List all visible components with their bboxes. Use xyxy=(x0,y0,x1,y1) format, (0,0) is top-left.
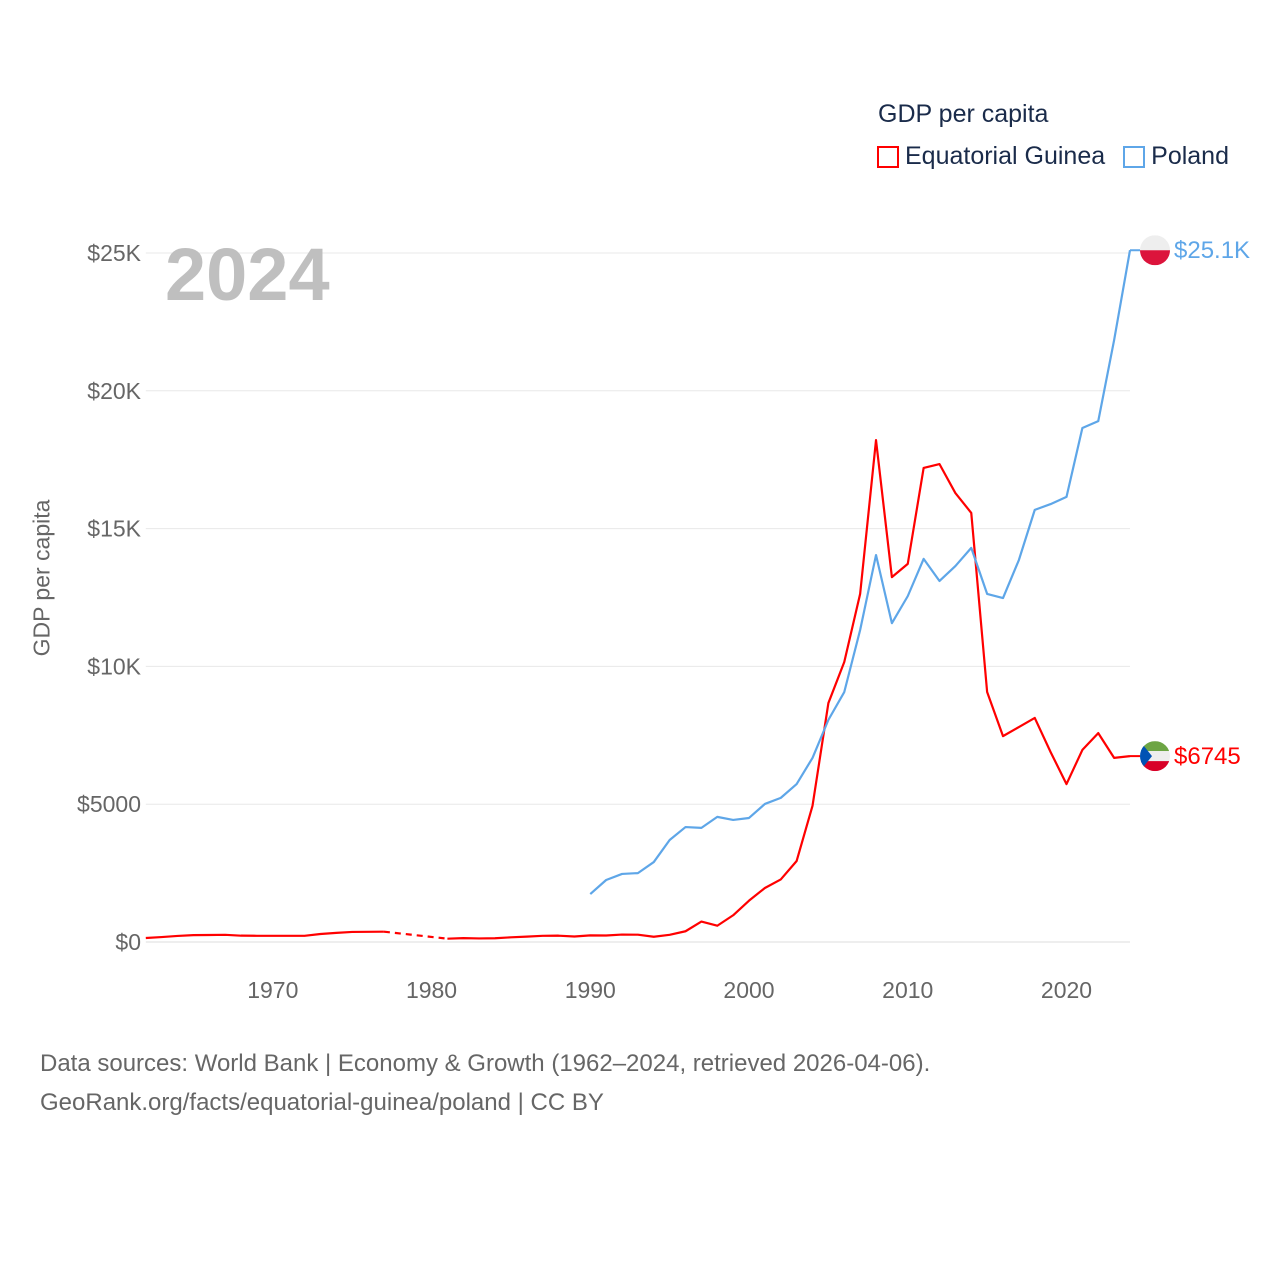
flag xyxy=(1140,741,1170,772)
flag-red xyxy=(1140,761,1170,772)
year-label: 2024 xyxy=(165,233,330,316)
legend-item-equatorial-guinea[interactable]: Equatorial Guinea xyxy=(877,142,1105,171)
legend-swatch xyxy=(1123,145,1146,168)
x-tick-label: 2000 xyxy=(723,977,774,1003)
legend-title: GDP per capita xyxy=(878,100,1049,128)
y-tick-label: $10K xyxy=(87,653,141,679)
url-line[interactable]: GeoRank.org/facts/equatorial-guinea/pola… xyxy=(40,1089,604,1116)
series-line-equatorial-guinea xyxy=(145,930,384,940)
footer: Data sources: World Bank | Economy & Gro… xyxy=(40,1044,930,1122)
y-axis-label: GDP per capita xyxy=(28,499,55,657)
x-tick-label: 2010 xyxy=(882,977,933,1003)
legend-item-poland[interactable]: Poland xyxy=(1123,142,1229,171)
y-tick-label: $0 xyxy=(115,929,141,955)
flag-red xyxy=(1140,250,1170,266)
flag-triangle xyxy=(1140,741,1152,772)
y-tick-label: $25K xyxy=(87,240,141,266)
flag-green xyxy=(1140,741,1170,752)
end-value-label: $25.1K xyxy=(1174,237,1250,264)
legend-label: Equatorial Guinea xyxy=(905,142,1106,170)
end-value-label: $6745 xyxy=(1174,743,1241,770)
x-tick-label: 2020 xyxy=(1041,977,1092,1003)
flag-white xyxy=(1140,751,1170,762)
legend-label: Poland xyxy=(1151,142,1229,170)
series-line-equatorial-guinea xyxy=(447,439,1131,940)
legend: Equatorial Guinea Poland xyxy=(877,142,1229,171)
y-tick-label: $20K xyxy=(87,378,141,404)
equatorial-guinea-flag-icon xyxy=(1140,741,1170,772)
x-tick-label: 1990 xyxy=(565,977,616,1003)
x-tick-label: 1980 xyxy=(406,977,457,1003)
x-tick-label: 1970 xyxy=(247,977,298,1003)
y-tick-label: $15K xyxy=(87,516,141,542)
series-gap-dashed xyxy=(383,930,448,940)
legend-swatch xyxy=(877,145,899,168)
series-line-poland xyxy=(589,250,1132,895)
y-tick-label: $5000 xyxy=(77,791,141,817)
flag xyxy=(1140,235,1170,266)
poland-flag-icon xyxy=(1140,235,1170,266)
flag-white xyxy=(1140,235,1170,251)
source-line: Data sources: World Bank | Economy & Gro… xyxy=(40,1050,931,1077)
